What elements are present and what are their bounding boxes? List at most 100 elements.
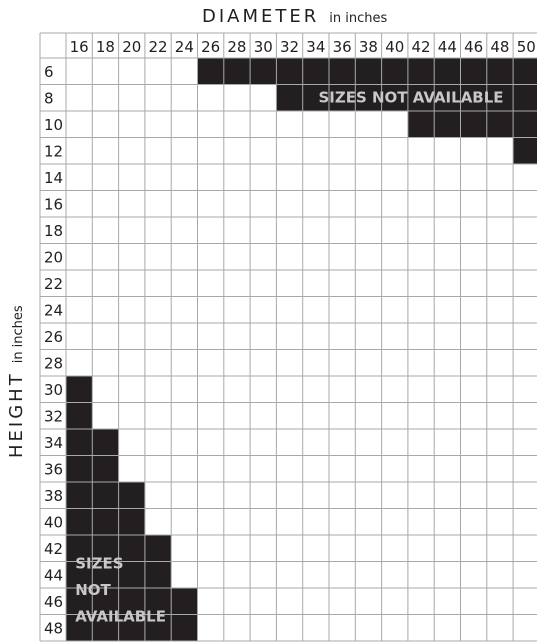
diameter-tick-label: 46 (464, 38, 483, 56)
unavailable-cell (355, 58, 382, 85)
height-tick-label: 34 (44, 434, 63, 452)
unavailable-cell (92, 561, 119, 588)
unavailable-cell (92, 508, 119, 535)
unavailable-cell (355, 84, 382, 111)
height-tick-label: 32 (44, 407, 63, 425)
height-tick-label: 18 (44, 222, 63, 240)
unavailable-cell (513, 84, 537, 111)
unavailable-cell (434, 84, 461, 111)
diameter-tick-label: 36 (333, 38, 352, 56)
unavailable-cell (486, 111, 514, 138)
height-tick-label: 22 (44, 275, 63, 293)
diameter-tick-label: 26 (201, 38, 220, 56)
unavailable-cell (118, 614, 145, 641)
unavailable-cell (276, 58, 303, 85)
unavailable-cell (92, 429, 119, 456)
height-tick-label: 44 (44, 566, 63, 584)
height-tick-label: 24 (44, 301, 63, 319)
unavailable-cell (92, 614, 119, 641)
diameter-tick-label: 38 (359, 38, 378, 56)
unavailable-cell (381, 84, 408, 111)
unavailable-cell (66, 402, 93, 429)
unavailable-cell (66, 429, 93, 456)
diameter-tick-label: 44 (438, 38, 457, 56)
height-tick-label: 30 (44, 381, 63, 399)
height-tick-label: 38 (44, 487, 63, 505)
unavailable-cell (66, 376, 93, 403)
unavailable-cell (302, 58, 329, 85)
unavailable-cell (118, 508, 145, 535)
height-tick-label: 48 (44, 619, 63, 637)
unavailable-cell (276, 84, 303, 111)
unavailable-cell (66, 561, 93, 588)
unavailable-cell (171, 614, 198, 641)
unavailable-cell (144, 614, 172, 641)
diameter-tick-label: 24 (175, 38, 194, 56)
unavailable-cell (144, 561, 172, 588)
unavailable-cell (66, 614, 93, 641)
diameter-axis-title: DIAMETER in inches (202, 3, 387, 31)
unavailable-cell (144, 535, 172, 562)
diameter-tick-label: 34 (306, 38, 325, 56)
height-tick-label: 16 (44, 195, 63, 213)
unavailable-cell (434, 58, 461, 85)
unavailable-cell (66, 508, 93, 535)
unavailable-cell (407, 58, 435, 85)
diameter-tick-label: 40 (385, 38, 404, 56)
unavailable-cell (92, 455, 119, 482)
unavailable-cell (66, 482, 93, 509)
diameter-tick-label: 48 (490, 38, 509, 56)
unavailable-cell (197, 58, 224, 85)
diameter-title: DIAMETER (202, 6, 320, 27)
unavailable-cell (223, 58, 251, 85)
unavailable-cell (118, 561, 145, 588)
unavailable-cell (381, 58, 408, 85)
unavailable-cell (66, 455, 93, 482)
unavailable-cell (92, 535, 119, 562)
diameter-tick-label: 28 (227, 38, 246, 56)
diameter-tick-label: 30 (254, 38, 273, 56)
height-tick-label: 10 (44, 116, 63, 134)
height-tick-label: 6 (44, 63, 54, 81)
unavailable-cell (66, 535, 93, 562)
height-tick-label: 40 (44, 513, 63, 531)
diameter-tick-label: 18 (96, 38, 115, 56)
unavailable-cell (66, 588, 93, 615)
unavailable-cell (486, 84, 514, 111)
height-tick-label: 42 (44, 540, 63, 558)
unavailable-cell (407, 84, 435, 111)
height-tick-label: 46 (44, 593, 63, 611)
unavailable-cell (513, 58, 537, 85)
unavailable-label-line: AVAILABLE (75, 608, 166, 626)
unavailable-cell (92, 482, 119, 509)
diameter-tick-label: 20 (122, 38, 141, 56)
unavailable-cell (460, 58, 487, 85)
height-tick-label: 20 (44, 248, 63, 266)
unavailable-cell (460, 84, 487, 111)
unavailable-cell (460, 111, 487, 138)
unavailable-cell (407, 111, 435, 138)
unavailable-cell (513, 111, 537, 138)
unavailable-cell (118, 588, 145, 615)
height-tick-label: 26 (44, 328, 63, 346)
unavailable-label-line: NOT (75, 581, 111, 599)
unavailable-cell (329, 84, 356, 111)
unavailable-cell (302, 84, 329, 111)
diameter-tick-label: 32 (280, 38, 299, 56)
height-tick-label: 36 (44, 460, 63, 478)
unavailable-label-line: SIZES (75, 555, 123, 573)
height-tick-label: 12 (44, 142, 63, 160)
height-tick-label: 8 (44, 89, 54, 107)
unavailable-cell (434, 111, 461, 138)
height-tick-label: 14 (44, 169, 63, 187)
diameter-tick-label: 22 (149, 38, 168, 56)
unavailable-label: SIZES NOT AVAILABLE (318, 89, 503, 107)
unavailable-cell (486, 58, 514, 85)
unavailable-cell (171, 588, 198, 615)
unavailable-cell (118, 535, 145, 562)
height-tick-label: 28 (44, 354, 63, 372)
unavailable-cell (118, 482, 145, 509)
diameter-tick-label: 50 (517, 38, 536, 56)
diameter-tick-label: 16 (70, 38, 89, 56)
